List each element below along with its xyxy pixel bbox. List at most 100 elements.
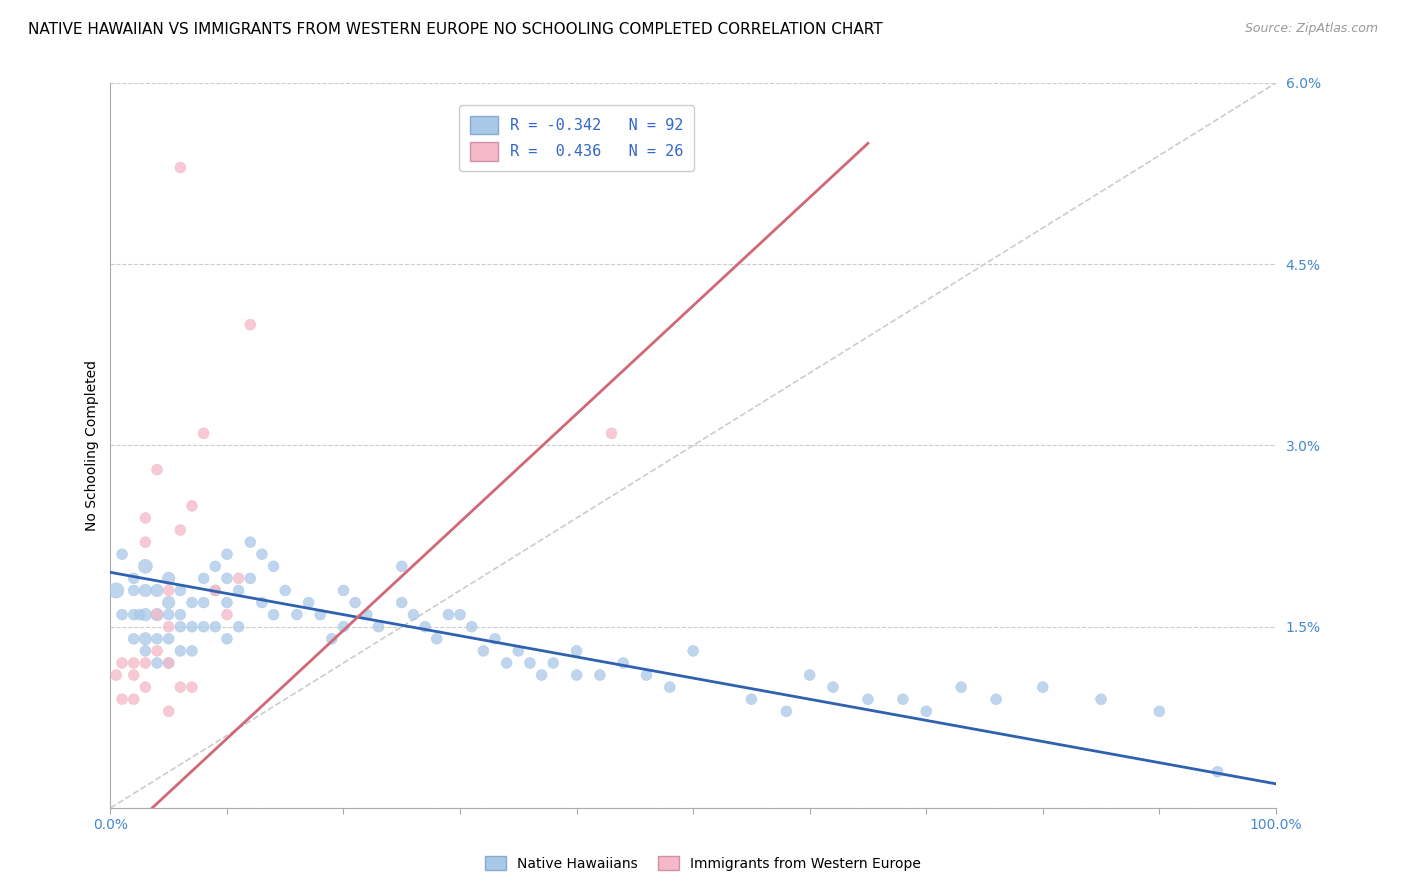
Point (204, 559, 226, 574)
Point (600, 426, 623, 441)
Point (565, 644, 588, 658)
Point (856, 692, 879, 706)
Point (134, 607, 156, 622)
Point (169, 583, 191, 598)
Point (309, 607, 332, 622)
Point (215, 547, 238, 561)
Point (321, 632, 343, 646)
Point (915, 704, 938, 718)
Point (122, 632, 145, 646)
Point (105, 583, 128, 598)
Point (169, 607, 191, 622)
Point (775, 704, 797, 718)
Point (157, 596, 180, 610)
Point (1206, 764, 1229, 779)
Point (228, 620, 250, 634)
Point (391, 559, 413, 574)
Point (612, 656, 634, 670)
Point (239, 535, 262, 549)
Point (128, 607, 150, 622)
Point (146, 462, 169, 476)
Point (111, 656, 134, 670)
Point (122, 656, 145, 670)
Point (215, 571, 238, 585)
Point (169, 644, 191, 658)
Point (682, 644, 704, 658)
Point (658, 680, 681, 694)
Point (134, 559, 156, 574)
Point (181, 680, 204, 694)
Point (134, 632, 156, 646)
Point (228, 583, 250, 598)
Point (821, 680, 844, 694)
Point (274, 583, 297, 598)
Point (543, 656, 565, 670)
Point (134, 656, 156, 670)
Point (146, 632, 169, 646)
Point (157, 656, 180, 670)
Point (332, 583, 354, 598)
Point (250, 596, 273, 610)
Point (402, 607, 425, 622)
Point (1032, 680, 1054, 694)
Point (146, 656, 169, 670)
Point (193, 596, 215, 610)
Point (181, 644, 204, 658)
Point (204, 620, 226, 634)
Point (134, 535, 156, 549)
Point (472, 644, 495, 658)
Point (239, 571, 262, 585)
Point (263, 607, 285, 622)
Point (239, 318, 262, 332)
Point (215, 607, 238, 622)
Point (169, 680, 191, 694)
Point (204, 583, 226, 598)
Point (367, 620, 389, 634)
Point (740, 692, 762, 706)
Point (157, 656, 180, 670)
Point (426, 632, 449, 646)
Point (250, 547, 273, 561)
Point (157, 571, 180, 585)
Point (122, 571, 145, 585)
Point (437, 607, 460, 622)
Point (193, 620, 215, 634)
Point (122, 668, 145, 682)
Point (134, 583, 156, 598)
Point (157, 620, 180, 634)
Point (111, 692, 134, 706)
Point (1090, 692, 1112, 706)
Point (181, 499, 204, 513)
Point (181, 620, 204, 634)
Point (391, 596, 413, 610)
Point (449, 607, 471, 622)
Legend: R = -0.342   N = 92, R =  0.436   N = 26: R = -0.342 N = 92, R = 0.436 N = 26 (460, 105, 693, 171)
Point (134, 644, 156, 658)
Point (105, 668, 128, 682)
Point (146, 644, 169, 658)
Point (589, 668, 612, 682)
Point (146, 607, 169, 622)
Point (146, 607, 169, 622)
Point (519, 656, 541, 670)
Point (1149, 704, 1171, 718)
Point (111, 607, 134, 622)
Point (950, 680, 973, 694)
Point (413, 620, 436, 634)
Legend: Native Hawaiians, Immigrants from Western Europe: Native Hawaiians, Immigrants from Wester… (479, 850, 927, 876)
Point (122, 583, 145, 598)
Point (157, 632, 180, 646)
Point (157, 583, 180, 598)
Point (495, 656, 517, 670)
Text: NATIVE HAWAIIAN VS IMMIGRANTS FROM WESTERN EUROPE NO SCHOOLING COMPLETED CORRELA: NATIVE HAWAIIAN VS IMMIGRANTS FROM WESTE… (28, 22, 883, 37)
Point (157, 607, 180, 622)
Point (215, 596, 238, 610)
Point (530, 668, 553, 682)
Point (169, 620, 191, 634)
Point (146, 583, 169, 598)
Point (157, 704, 180, 718)
Point (134, 511, 156, 525)
Point (111, 547, 134, 561)
Point (169, 523, 191, 537)
Y-axis label: No Schooling Completed: No Schooling Completed (86, 360, 100, 531)
